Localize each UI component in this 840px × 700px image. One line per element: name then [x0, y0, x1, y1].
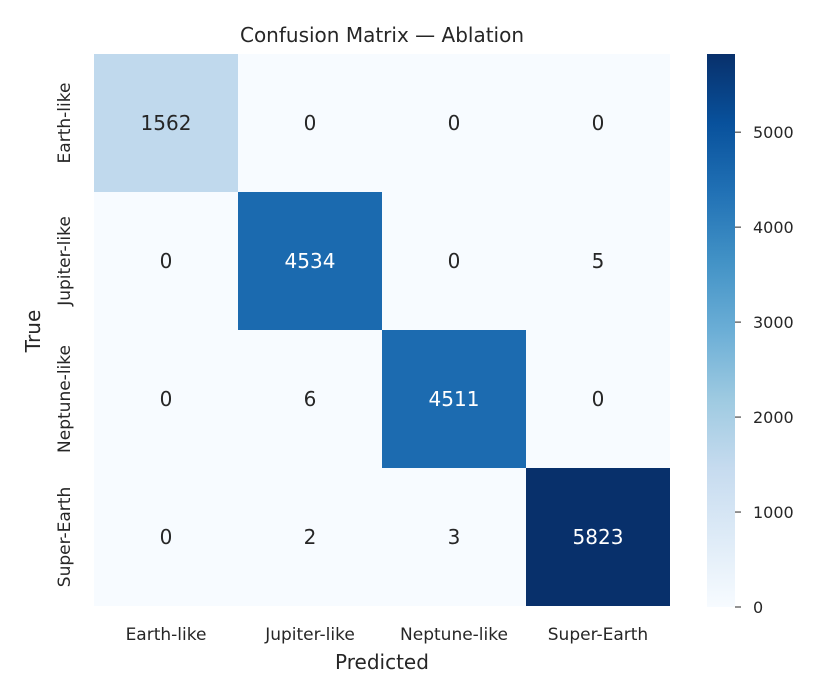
heatmap-cell	[382, 54, 526, 192]
cell-value-labels: 1562 0 0 0 0 4534 0 5 0 6 4511 0 0 2 3 5823	[141, 111, 624, 549]
cell-value-label: 2	[304, 525, 317, 549]
y-tick-label: Neptune-like	[55, 345, 75, 453]
cell-value-label: 0	[448, 249, 461, 273]
x-tick-labels: Earth-like Jupiter-like Neptune-like Super-…	[126, 625, 649, 645]
cell-value-label: 5	[592, 249, 605, 273]
heatmap-cell	[526, 54, 670, 192]
x-tick-label: Super-Earth	[548, 625, 648, 645]
heatmap-cell	[526, 192, 670, 330]
x-axis-label: Predicted	[335, 650, 429, 674]
cell-value-label: 0	[160, 387, 173, 411]
heatmap-cell	[94, 330, 238, 468]
heatmap-cell	[94, 192, 238, 330]
heatmap-cells	[94, 54, 670, 606]
heatmap-cell	[526, 330, 670, 468]
colorbar-tick-label: 1000	[753, 503, 794, 522]
cell-value-label: 0	[160, 525, 173, 549]
colorbar-tick-label: 3000	[753, 313, 794, 332]
colorbar	[707, 54, 735, 607]
colorbar-tick-label: 0	[753, 598, 763, 617]
y-tick-label: Super-Earth	[55, 487, 75, 587]
cell-value-label: 0	[304, 111, 317, 135]
cell-value-label: 4511	[429, 387, 480, 411]
heatmap-cell	[238, 192, 382, 330]
cell-value-label: 0	[448, 111, 461, 135]
cell-value-label: 3	[448, 525, 461, 549]
colorbar-tick-label: 2000	[753, 408, 794, 427]
y-tick-labels: Earth-like Jupiter-like Neptune-like Super-…	[55, 83, 75, 588]
x-tick-label: Neptune-like	[400, 625, 508, 645]
cell-value-label: 0	[160, 249, 173, 273]
y-axis-label: True	[21, 310, 45, 353]
heatmap-cell	[238, 468, 382, 606]
colorbar-tick-label: 4000	[753, 218, 794, 237]
chart-title: Confusion Matrix — Ablation	[240, 23, 524, 47]
y-tick-label: Earth-like	[55, 83, 75, 164]
cell-value-label: 0	[592, 387, 605, 411]
heatmap-cell	[382, 468, 526, 606]
colorbar-ticks: 0 1000 2000 3000 4000 5000	[735, 123, 794, 617]
cell-value-label: 4534	[285, 249, 336, 273]
heatmap-cell	[382, 192, 526, 330]
heatmap-cell	[382, 330, 526, 468]
heatmap-cell	[238, 330, 382, 468]
heatmap-cell	[526, 468, 670, 606]
colorbar-tick-label: 5000	[753, 123, 794, 142]
cell-value-label: 6	[304, 387, 317, 411]
cell-value-label: 5823	[573, 525, 624, 549]
cell-value-label: 0	[592, 111, 605, 135]
x-tick-label: Earth-like	[126, 625, 207, 645]
heatmap-cell	[238, 54, 382, 192]
heatmap-cell	[94, 54, 238, 192]
y-tick-label: Jupiter-like	[55, 216, 75, 307]
x-tick-label: Jupiter-like	[264, 625, 355, 645]
heatmap-cell	[94, 468, 238, 606]
cell-value-label: 1562	[141, 111, 192, 135]
